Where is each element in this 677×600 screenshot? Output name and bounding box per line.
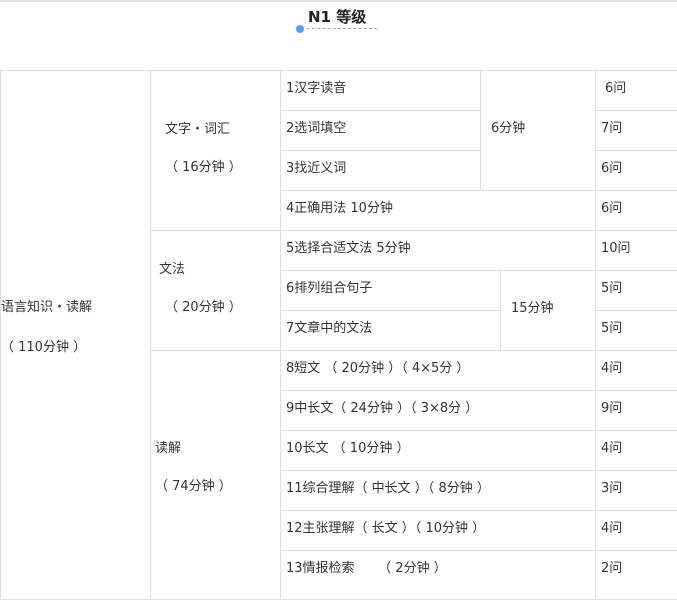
section-name: 语言知识・读解 [1, 300, 93, 315]
table-row-13-item: 13情报检索 （ 2分钟 ） [280, 550, 596, 600]
section-cell: 语言知识・读解 （ 110分钟 ） [0, 70, 151, 600]
group-time: （ 74分钟 ） [155, 479, 232, 494]
table-row-4-item: 4正确用法 10分钟 [280, 190, 596, 231]
group-cell-grammar: 文法 （ 20分钟 ） [150, 230, 281, 351]
count-text: 3问 [601, 481, 623, 496]
count-text: 6问 [601, 201, 623, 216]
count-text: 6问 [605, 81, 627, 96]
table-row-11-item: 11综合理解（ 中长文 ）（ 8分钟 ） [280, 470, 596, 511]
count-text: 6问 [601, 161, 623, 176]
page-title: N1 等级 [308, 8, 367, 26]
table-row-5-count: 10问 [595, 230, 677, 271]
item-text: 1汉字读音 [286, 81, 347, 96]
title-dot-icon [296, 25, 304, 33]
group-time: （ 20分钟 ） [165, 300, 242, 315]
item-text: 12主张理解（ 长文 ）（ 10分钟 ） [286, 521, 486, 536]
table-row-2-count: 7问 [595, 110, 677, 151]
table-row-11-count: 3问 [595, 470, 677, 511]
table-row-2-item: 2选词填空 [280, 110, 481, 151]
group-cell-reading: 读解 （ 74分钟 ） [150, 350, 281, 600]
item-text: 9中长文（ 24分钟 ）（ 3×8分 ） [286, 401, 479, 416]
table-row-6-count: 5问 [595, 270, 677, 311]
item-text: 2选词填空 [286, 121, 347, 136]
count-text: 4问 [601, 521, 623, 536]
item-text: 11综合理解（ 中长文 ）（ 8分钟 ） [286, 481, 490, 496]
group-cell-vocab: 文字・词汇 （ 16分钟 ） [150, 70, 281, 231]
table-row-5-item: 5选择合适文法 5分钟 [280, 230, 596, 271]
count-text: 4问 [601, 361, 623, 376]
merged-time-grammar: 15分钟 [500, 270, 596, 351]
table-row-6-item: 6排列组合句子 [280, 270, 501, 311]
table-row-7-item: 7文章中的文法 [280, 310, 501, 351]
group-time: （ 16分钟 ） [165, 160, 242, 175]
top-divider [0, 0, 677, 2]
item-text: 4正确用法 10分钟 [286, 201, 393, 216]
table-row-4-count: 6问 [595, 190, 677, 231]
merged-time-text: 6分钟 [491, 121, 526, 136]
table-row-7-count: 5问 [595, 310, 677, 351]
item-text: 3找近义词 [286, 161, 347, 176]
count-text: 5问 [601, 321, 623, 336]
count-text: 7问 [601, 121, 623, 136]
table-row-1-item: 1汉字读音 [280, 70, 481, 111]
item-text: 5选择合适文法 5分钟 [286, 241, 411, 256]
count-text: 2问 [601, 561, 623, 576]
table-row-9-count: 9问 [595, 390, 677, 431]
item-text: 13情报检索 （ 2分钟 ） [286, 561, 447, 576]
table-row-8-count: 4问 [595, 350, 677, 391]
item-text: 10长文 （ 10分钟 ） [286, 441, 410, 456]
count-text: 10问 [601, 241, 631, 256]
item-text: 6排列组合句子 [286, 281, 373, 296]
group-name: 读解 [155, 441, 182, 456]
table-row-1-count: 6问 [595, 70, 677, 111]
table-row-3-count: 6问 [595, 150, 677, 191]
count-text: 9问 [601, 401, 623, 416]
table-row-9-item: 9中长文（ 24分钟 ）（ 3×8分 ） [280, 390, 596, 431]
group-name: 文法 [159, 262, 186, 277]
table-row-12-item: 12主张理解（ 长文 ）（ 10分钟 ） [280, 510, 596, 551]
table-row-10-count: 4问 [595, 430, 677, 471]
merged-time-vocab: 6分钟 [480, 70, 596, 191]
table-row-12-count: 4问 [595, 510, 677, 551]
item-text: 8短文 （ 20分钟 ）（ 4×5分 ） [286, 361, 470, 376]
count-text: 5问 [601, 281, 623, 296]
table-row-10-item: 10长文 （ 10分钟 ） [280, 430, 596, 471]
section-time: （ 110分钟 ） [1, 340, 87, 355]
merged-time-text: 15分钟 [511, 301, 554, 316]
table-row-13-count: 2问 [595, 550, 677, 600]
group-name: 文字・词汇 [165, 122, 231, 137]
item-text: 7文章中的文法 [286, 321, 373, 336]
count-text: 4问 [601, 441, 623, 456]
table-row-8-item: 8短文 （ 20分钟 ）（ 4×5分 ） [280, 350, 596, 391]
table-row-3-item: 3找近义词 [280, 150, 481, 191]
title-underline [307, 28, 377, 29]
